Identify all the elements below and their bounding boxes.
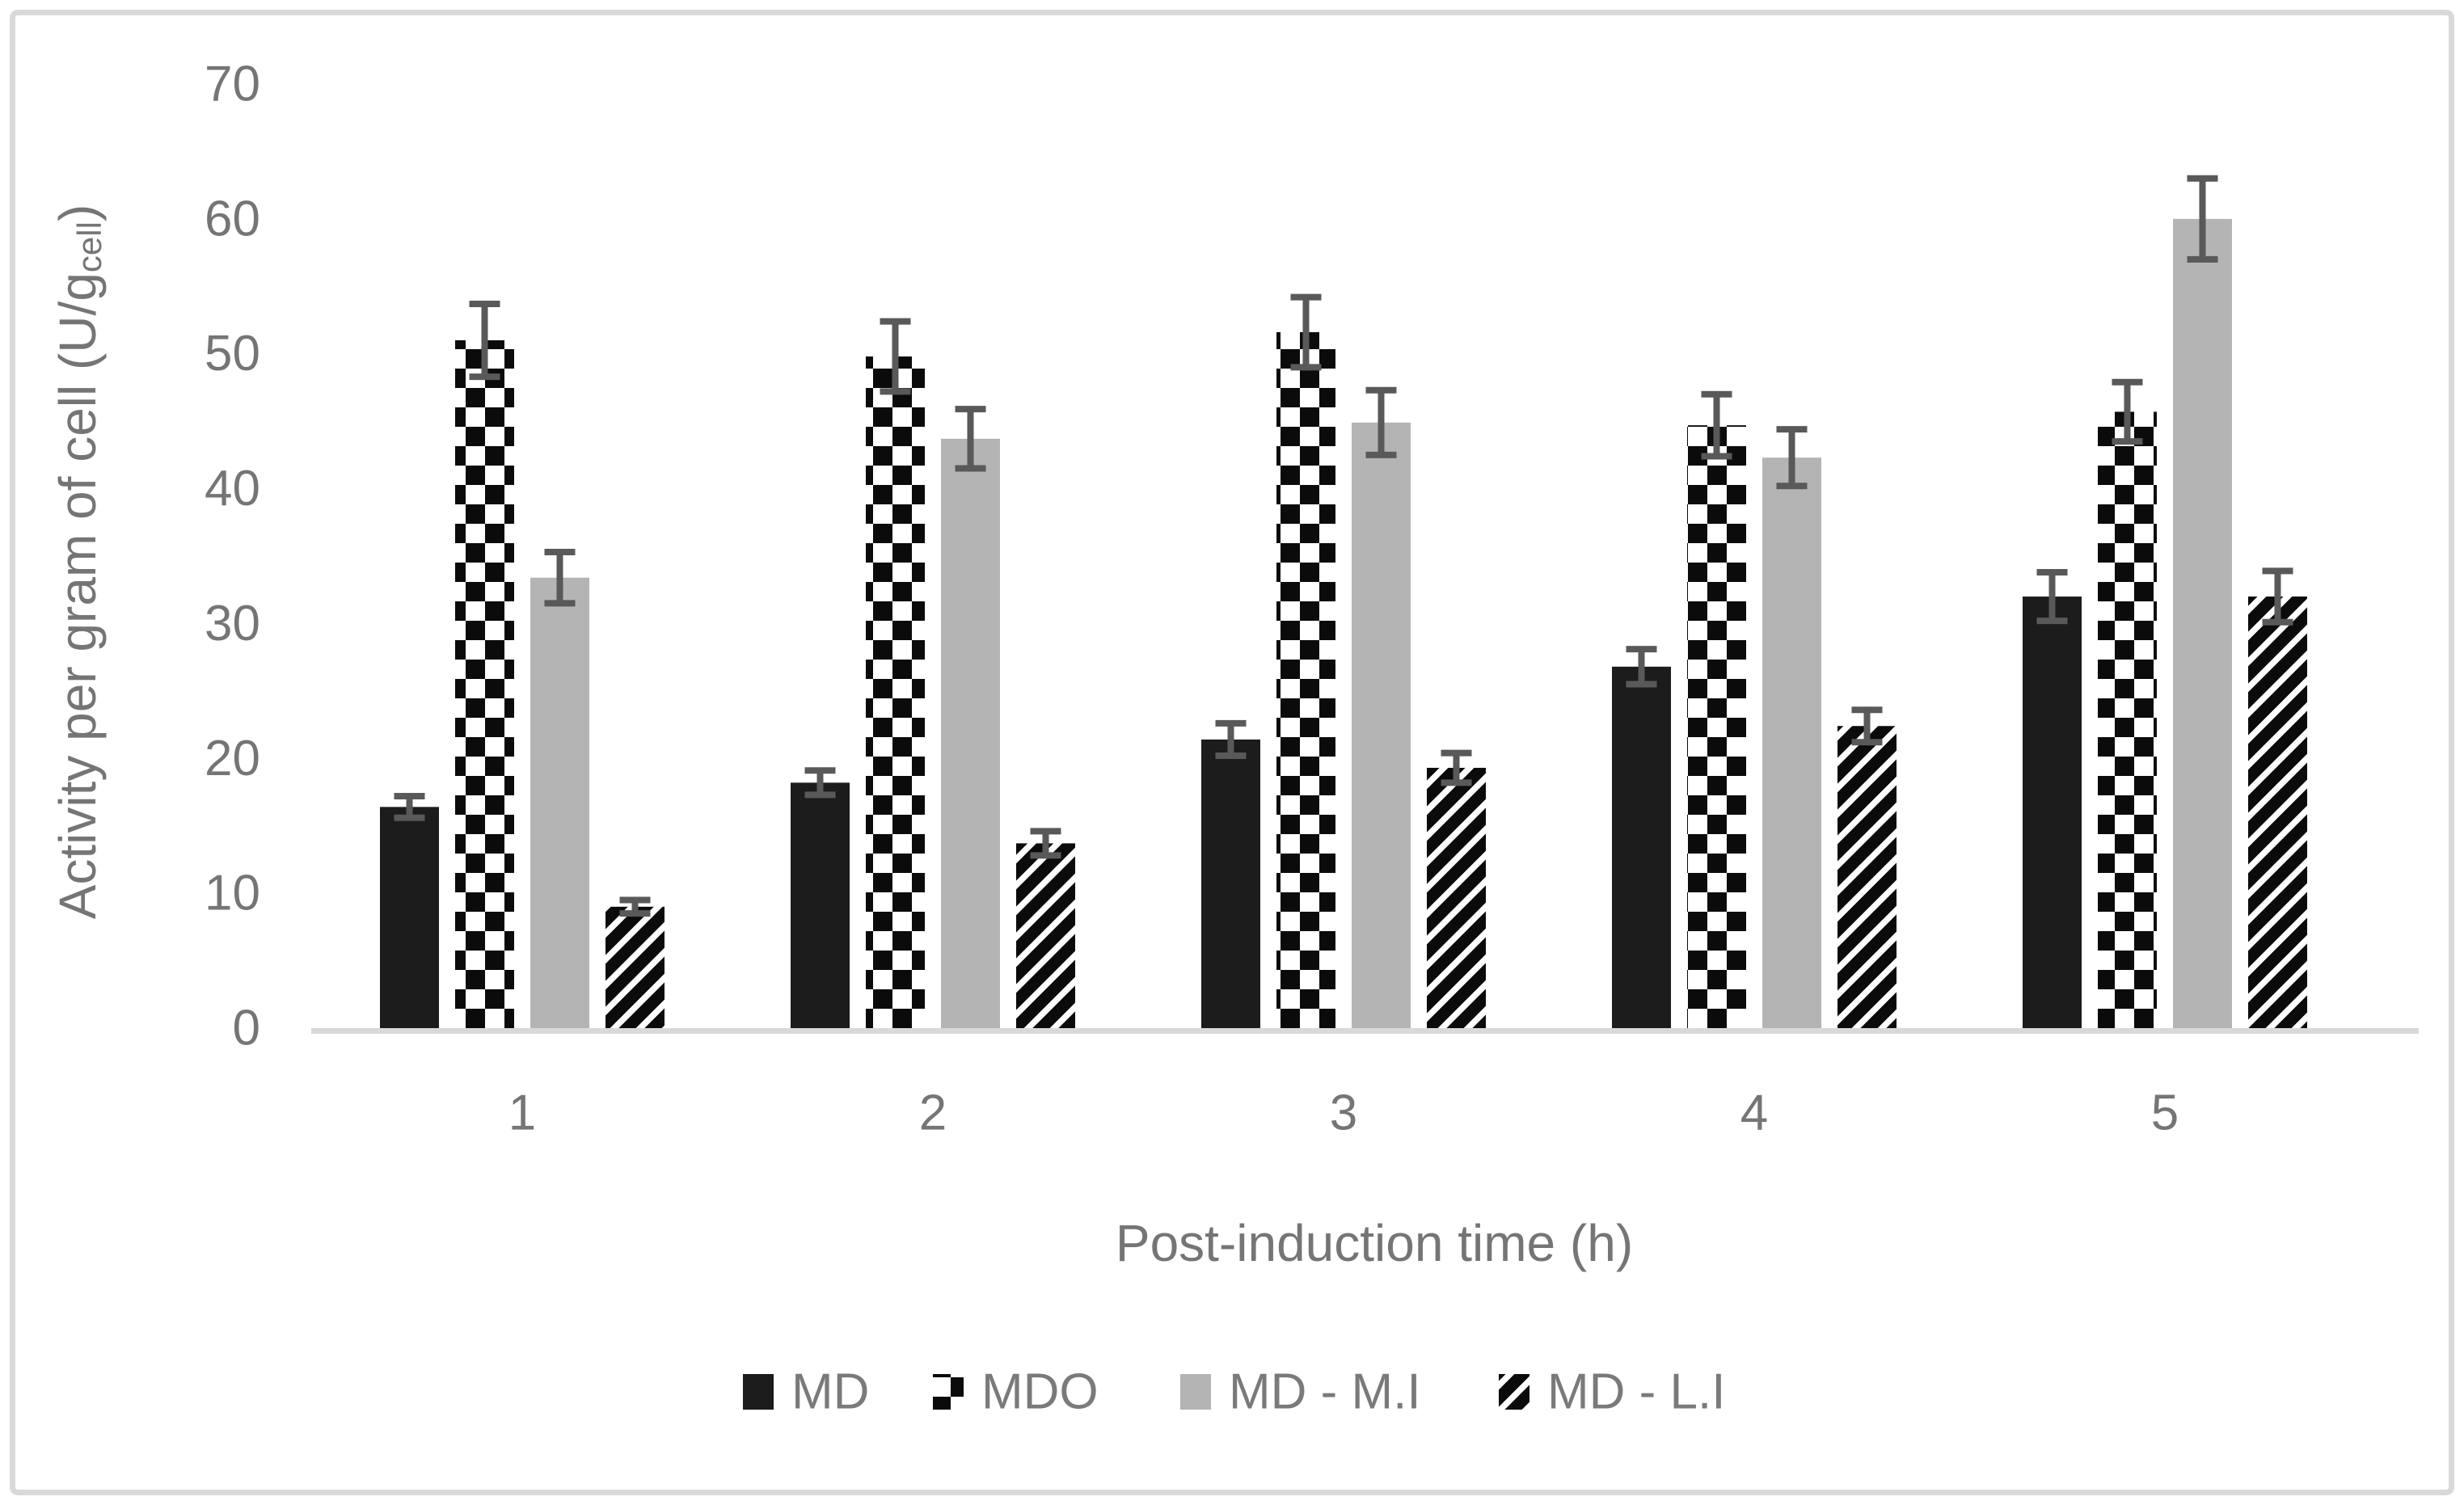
error-bar [955, 406, 986, 472]
y-axis-tick-label: 20 [205, 731, 260, 786]
x-axis-tick-label: 4 [1740, 1086, 1768, 1141]
y-axis-tick-label: 50 [205, 326, 260, 382]
error-bar [2262, 567, 2293, 626]
bar [455, 340, 514, 1028]
y-axis-tick-label: 10 [205, 866, 260, 921]
bar [1352, 422, 1411, 1028]
bar [1016, 843, 1075, 1028]
bar [1762, 457, 1821, 1028]
bar [380, 807, 439, 1028]
legend-label: MDO [981, 1364, 1099, 1420]
bar [2248, 597, 2307, 1028]
bar [941, 438, 1000, 1028]
error-bar [1030, 828, 1061, 859]
legend-label: MD [791, 1364, 869, 1420]
x-axis-tick-label: 2 [919, 1086, 947, 1141]
error-bar [1851, 706, 1883, 746]
error-bars-layer [394, 175, 2293, 917]
y-axis-title-close: ) [49, 204, 107, 221]
bar [2173, 218, 2232, 1029]
legend-swatch [1180, 1374, 1211, 1410]
bar [1427, 767, 1486, 1028]
x-axis-tick-label: 5 [2151, 1086, 2179, 1141]
error-bar [2187, 175, 2218, 263]
y-axis-tick-label: 70 [205, 56, 260, 112]
x-axis-tick-labels: 1 2 3 4 5 [508, 1086, 2179, 1141]
bar [791, 782, 850, 1028]
legend-label: MD - M.I [1229, 1364, 1421, 1420]
bar [1201, 739, 1260, 1028]
error-bar [394, 793, 425, 821]
error-bar [1365, 386, 1397, 458]
error-bar [544, 548, 576, 607]
error-bar [1701, 390, 1732, 460]
error-bar [1215, 719, 1247, 759]
y-axis-tick-label: 60 [205, 191, 260, 247]
bar [2023, 597, 2082, 1028]
x-axis-baseline [311, 1028, 2419, 1034]
bar [1612, 666, 1671, 1028]
y-axis-title-main: Activity per gram of cell (U/g [49, 272, 107, 919]
error-bar [1290, 293, 1322, 371]
error-bar [469, 300, 500, 381]
legend: MD MDO MD - M.I MD - L.I [743, 1364, 1725, 1420]
bar [2098, 411, 2157, 1028]
error-bar [619, 896, 651, 917]
bar [530, 577, 589, 1028]
x-axis-title: Post-induction time (h) [1116, 1214, 1633, 1272]
error-bar [2112, 378, 2143, 445]
legend-label: MD - L.I [1547, 1364, 1725, 1420]
y-axis-tick-label: 0 [233, 1001, 260, 1056]
bar [1687, 425, 1746, 1028]
y-axis-tick-label: 30 [205, 596, 260, 651]
error-bar [804, 767, 836, 799]
legend-swatch [743, 1374, 774, 1410]
x-axis-tick-label: 3 [1330, 1086, 1357, 1141]
error-bar [1626, 646, 1657, 688]
error-bar [2036, 569, 2068, 625]
bars-layer [380, 218, 2307, 1029]
y-axis-tick-labels: 0 10 20 30 40 50 60 70 [205, 56, 260, 1056]
legend-swatch [933, 1374, 964, 1410]
bar [1276, 332, 1335, 1028]
legend-swatch [1499, 1374, 1529, 1410]
y-axis-title-subscript: cell [70, 221, 108, 272]
y-axis-title: Activity per gram of cell (U/gcell) [49, 204, 108, 920]
bar [866, 356, 925, 1028]
error-bar [1776, 426, 1808, 490]
x-axis-tick-label: 1 [508, 1086, 536, 1141]
error-bar [880, 318, 911, 395]
error-bar [1441, 749, 1472, 786]
y-axis-tick-label: 40 [205, 461, 260, 516]
bar [1837, 726, 1897, 1028]
bar [605, 906, 665, 1028]
